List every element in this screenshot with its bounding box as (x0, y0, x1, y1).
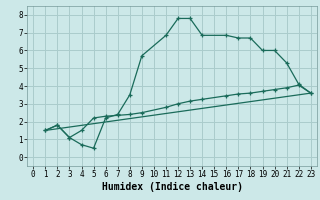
X-axis label: Humidex (Indice chaleur): Humidex (Indice chaleur) (101, 182, 243, 192)
